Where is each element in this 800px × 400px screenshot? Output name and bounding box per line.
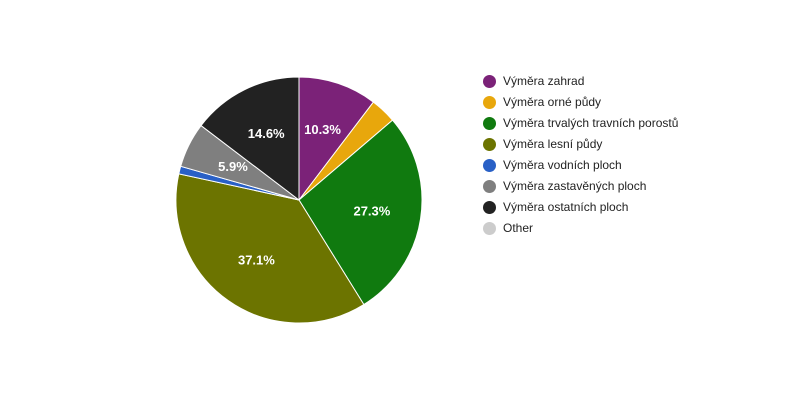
legend-swatch	[483, 222, 496, 235]
legend-label: Výměra trvalých travních porostů	[503, 116, 679, 130]
legend-item[interactable]: Výměra zastavěných ploch	[483, 179, 683, 194]
pie-slice-3[interactable]	[175, 173, 365, 324]
legend-item[interactable]: Other	[483, 221, 683, 236]
legend-item[interactable]: Výměra lesní půdy	[483, 137, 683, 152]
legend-item[interactable]: Výměra orné půdy	[483, 95, 683, 110]
pie-slice-2[interactable]	[298, 119, 423, 306]
legend-swatch	[483, 159, 496, 172]
legend-item[interactable]: Výměra trvalých travních porostů	[483, 116, 683, 131]
legend-label: Other	[503, 221, 534, 235]
legend-swatch	[483, 201, 496, 214]
legend-swatch	[483, 96, 496, 109]
legend-item[interactable]: Výměra ostatních ploch	[483, 200, 683, 215]
legend-item[interactable]: Výměra zahrad	[483, 74, 683, 89]
legend-swatch	[483, 180, 496, 193]
legend-swatch	[483, 75, 496, 88]
legend-item[interactable]: Výměra vodních ploch	[483, 158, 683, 173]
slice-value-label: 14.6%	[248, 126, 285, 141]
slice-value-label: 5.9%	[218, 159, 248, 174]
slice-value-label: 37.1%	[238, 252, 275, 267]
legend-swatch	[483, 138, 496, 151]
legend-label: Výměra orné půdy	[503, 95, 602, 109]
legend-label: Výměra zahrad	[503, 74, 585, 88]
pie-slice-6[interactable]	[200, 76, 300, 202]
slice-value-label: 27.3%	[353, 203, 390, 218]
legend-swatch	[483, 117, 496, 130]
legend-label: Výměra zastavěných ploch	[503, 179, 647, 193]
legend-label: Výměra vodních ploch	[503, 158, 622, 172]
legend-label: Výměra ostatních ploch	[503, 200, 629, 214]
legend-label: Výměra lesní půdy	[503, 137, 603, 151]
chart-legend: Výměra zahrad Výměra orné půdy Výměra trva…	[483, 74, 683, 242]
pie-slice-0[interactable]	[298, 76, 375, 202]
slice-value-label: 10.3%	[304, 122, 341, 137]
